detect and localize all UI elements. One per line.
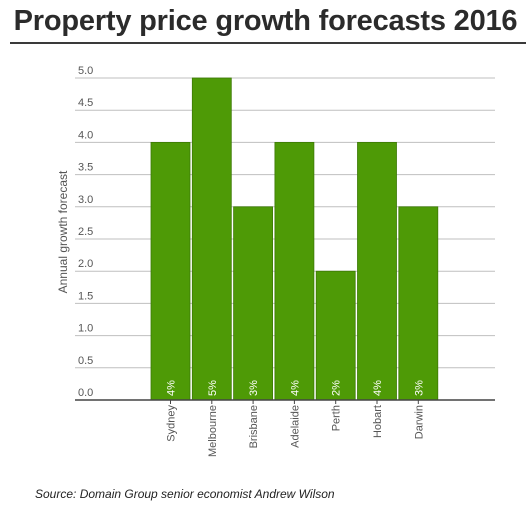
y-tick-label: 3.0 (78, 194, 93, 206)
y-tick-label: 5.0 (78, 65, 93, 77)
bar (150, 141, 191, 401)
bar-value-label: 2% (331, 380, 343, 396)
y-tick-label: 0.5 (78, 355, 93, 367)
bar-value-label: 3% (248, 380, 260, 396)
source-note: Source: Domain Group senior economist An… (35, 487, 335, 501)
bar (315, 270, 356, 401)
y-tick-label: 0.0 (78, 387, 93, 399)
y-tick-label: 1.5 (78, 290, 93, 302)
bar-value-label: 3% (413, 380, 425, 396)
y-tick-label: 1.0 (78, 323, 93, 335)
title-divider (10, 42, 526, 44)
bar (233, 206, 274, 401)
y-axis-label: Annual growth forecast (56, 170, 70, 293)
bar (398, 206, 439, 401)
y-tick-label: 2.5 (78, 226, 93, 238)
y-tick-label: 3.5 (78, 162, 93, 174)
x-category-label: Adelaide (289, 405, 301, 448)
x-category-label: Perth (331, 405, 343, 431)
bar-chart: 0.0 0.5 1.0 1.5 2.0 2.5 3.0 3.5 4.0 4.5 5.0 4% Sydne… (56, 65, 495, 457)
bar-value-label: 4% (372, 380, 384, 396)
x-category-label: Darwin (413, 405, 425, 439)
y-tick-label: 2.0 (78, 258, 93, 270)
bar (274, 141, 315, 401)
bar (357, 141, 397, 401)
chart-title: Property price growth forecasts 2016 (13, 5, 518, 37)
bar-value-label: 4% (289, 380, 301, 396)
x-category-label: Sydney (166, 405, 178, 442)
bar (191, 77, 232, 401)
x-category-label: Hobart (372, 405, 384, 438)
x-category-label: Melbourne (207, 405, 219, 457)
bar-value-label: 4% (166, 380, 178, 396)
x-category-label: Brisbane (248, 405, 260, 448)
y-tick-label: 4.5 (78, 97, 93, 109)
y-tick-label: 4.0 (78, 129, 93, 141)
bar-value-label: 5% (207, 380, 219, 396)
